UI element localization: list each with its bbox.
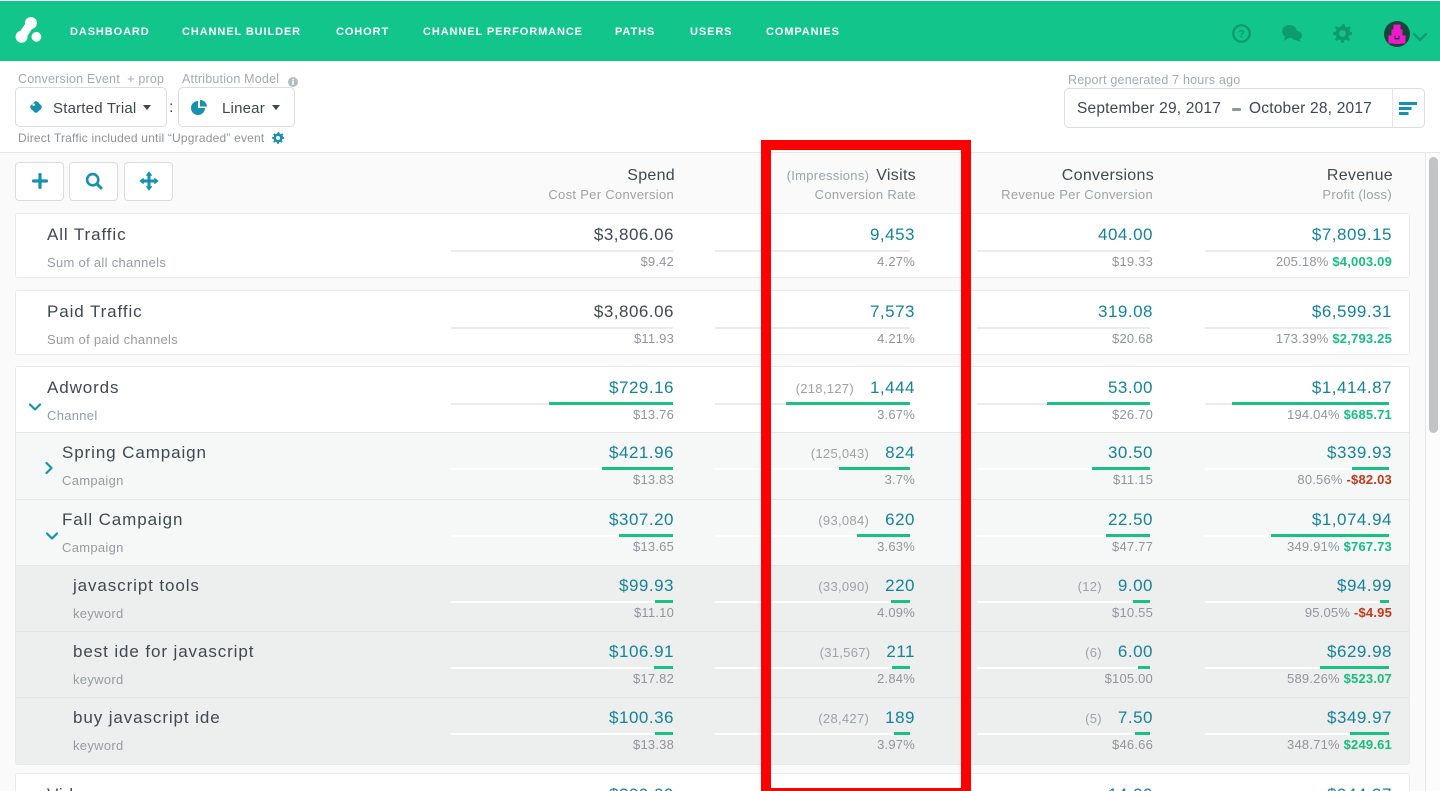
svg-text:?: ? <box>1238 29 1245 41</box>
